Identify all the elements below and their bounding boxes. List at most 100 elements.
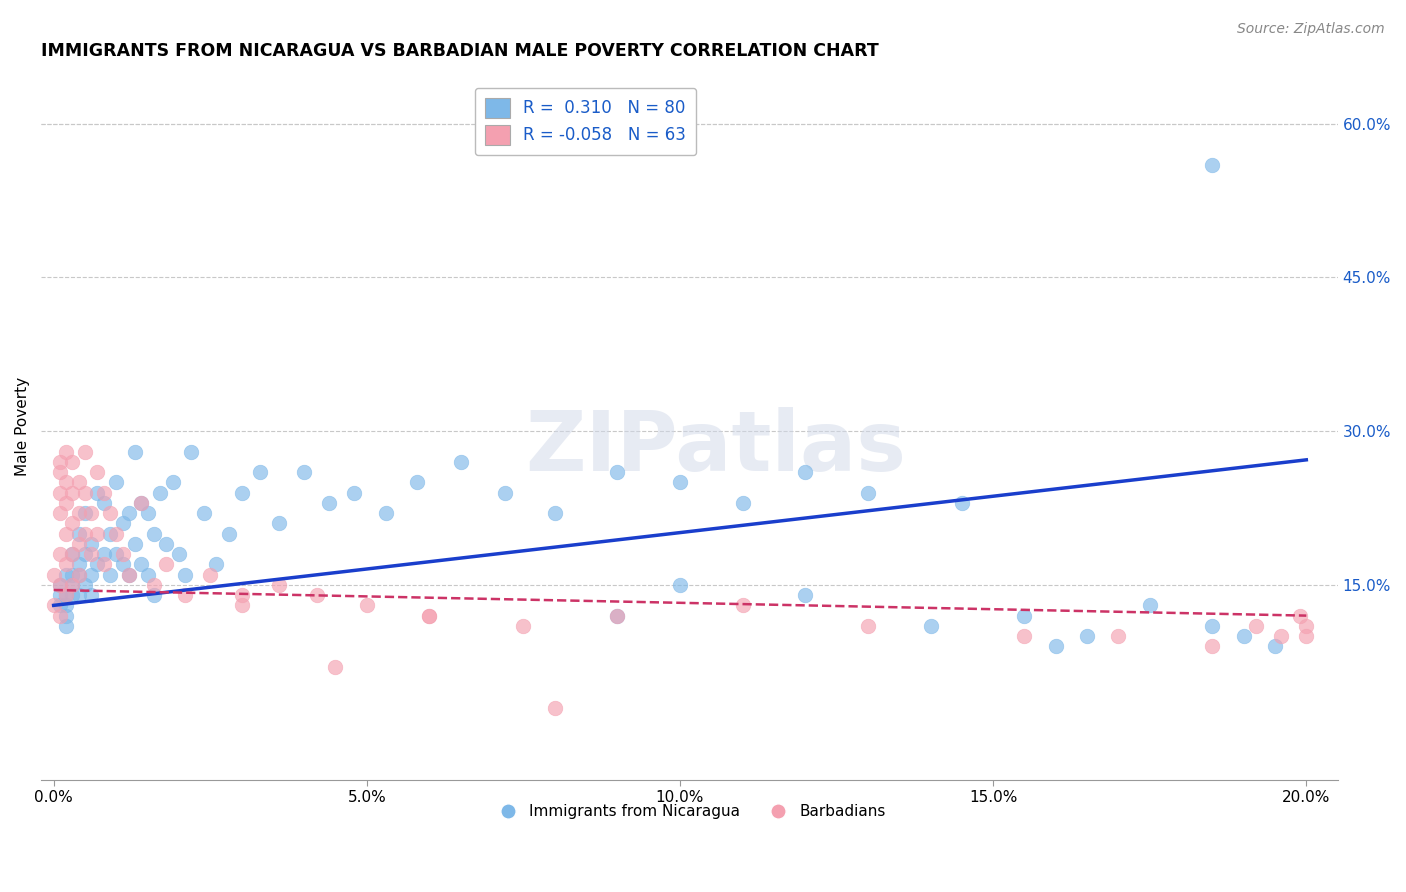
Point xyxy=(73,547,96,561)
Point xyxy=(1201,619,1223,633)
Point xyxy=(62,547,84,561)
Point xyxy=(325,660,347,674)
Point xyxy=(67,475,90,490)
Point xyxy=(67,537,90,551)
Point xyxy=(67,588,90,602)
Point xyxy=(49,455,72,469)
Point xyxy=(55,475,77,490)
Point xyxy=(669,475,692,490)
Point xyxy=(98,506,121,520)
Point xyxy=(269,578,291,592)
Point xyxy=(136,567,159,582)
Point xyxy=(856,619,879,633)
Point xyxy=(356,599,378,613)
Point xyxy=(55,588,77,602)
Point xyxy=(55,567,77,582)
Point xyxy=(950,496,973,510)
Point xyxy=(292,465,315,479)
Point xyxy=(55,526,77,541)
Point xyxy=(131,558,153,572)
Point xyxy=(136,506,159,520)
Point xyxy=(1045,640,1067,654)
Point xyxy=(131,496,153,510)
Point xyxy=(794,588,817,602)
Point xyxy=(93,558,115,572)
Point xyxy=(86,526,108,541)
Point xyxy=(418,608,440,623)
Point xyxy=(80,588,103,602)
Point xyxy=(1201,640,1223,654)
Point xyxy=(80,567,103,582)
Point xyxy=(49,608,72,623)
Point xyxy=(174,588,197,602)
Point xyxy=(73,485,96,500)
Text: IMMIGRANTS FROM NICARAGUA VS BARBADIAN MALE POVERTY CORRELATION CHART: IMMIGRANTS FROM NICARAGUA VS BARBADIAN M… xyxy=(41,42,879,60)
Point xyxy=(231,588,253,602)
Point xyxy=(669,578,692,592)
Point xyxy=(856,485,879,500)
Text: Source: ZipAtlas.com: Source: ZipAtlas.com xyxy=(1237,22,1385,37)
Point xyxy=(67,558,90,572)
Point xyxy=(42,567,65,582)
Point xyxy=(105,475,128,490)
Point xyxy=(49,578,72,592)
Point xyxy=(155,537,177,551)
Point xyxy=(49,506,72,520)
Point xyxy=(180,444,202,458)
Point xyxy=(1233,629,1256,643)
Y-axis label: Male Poverty: Male Poverty xyxy=(15,376,30,475)
Point xyxy=(124,444,146,458)
Point xyxy=(305,588,328,602)
Point xyxy=(142,588,165,602)
Point xyxy=(606,465,628,479)
Point xyxy=(73,526,96,541)
Point xyxy=(93,485,115,500)
Point xyxy=(62,578,84,592)
Legend: Immigrants from Nicaragua, Barbadians: Immigrants from Nicaragua, Barbadians xyxy=(486,797,893,825)
Point xyxy=(1244,619,1267,633)
Point xyxy=(73,506,96,520)
Point xyxy=(174,567,197,582)
Point xyxy=(49,547,72,561)
Point xyxy=(920,619,942,633)
Point xyxy=(450,455,472,469)
Point xyxy=(55,588,77,602)
Point xyxy=(80,537,103,551)
Point xyxy=(149,485,172,500)
Point xyxy=(42,599,65,613)
Point xyxy=(1139,599,1161,613)
Point xyxy=(231,599,253,613)
Point xyxy=(98,567,121,582)
Point xyxy=(111,547,134,561)
Point xyxy=(731,599,754,613)
Point xyxy=(55,608,77,623)
Point xyxy=(1264,640,1286,654)
Point xyxy=(606,608,628,623)
Point xyxy=(86,558,108,572)
Point xyxy=(111,516,134,531)
Point xyxy=(49,578,72,592)
Point xyxy=(167,547,190,561)
Point xyxy=(124,537,146,551)
Point xyxy=(162,475,184,490)
Point xyxy=(1295,619,1317,633)
Point xyxy=(118,506,141,520)
Point xyxy=(606,608,628,623)
Point xyxy=(512,619,534,633)
Point xyxy=(200,567,222,582)
Point xyxy=(55,444,77,458)
Point xyxy=(1076,629,1098,643)
Point xyxy=(62,578,84,592)
Point xyxy=(98,526,121,541)
Point xyxy=(142,578,165,592)
Point xyxy=(494,485,516,500)
Point xyxy=(49,465,72,479)
Point xyxy=(269,516,291,531)
Point xyxy=(49,485,72,500)
Point xyxy=(55,599,77,613)
Point xyxy=(105,526,128,541)
Point xyxy=(318,496,340,510)
Text: ZIPatlas: ZIPatlas xyxy=(524,407,905,488)
Point xyxy=(249,465,271,479)
Point xyxy=(93,496,115,510)
